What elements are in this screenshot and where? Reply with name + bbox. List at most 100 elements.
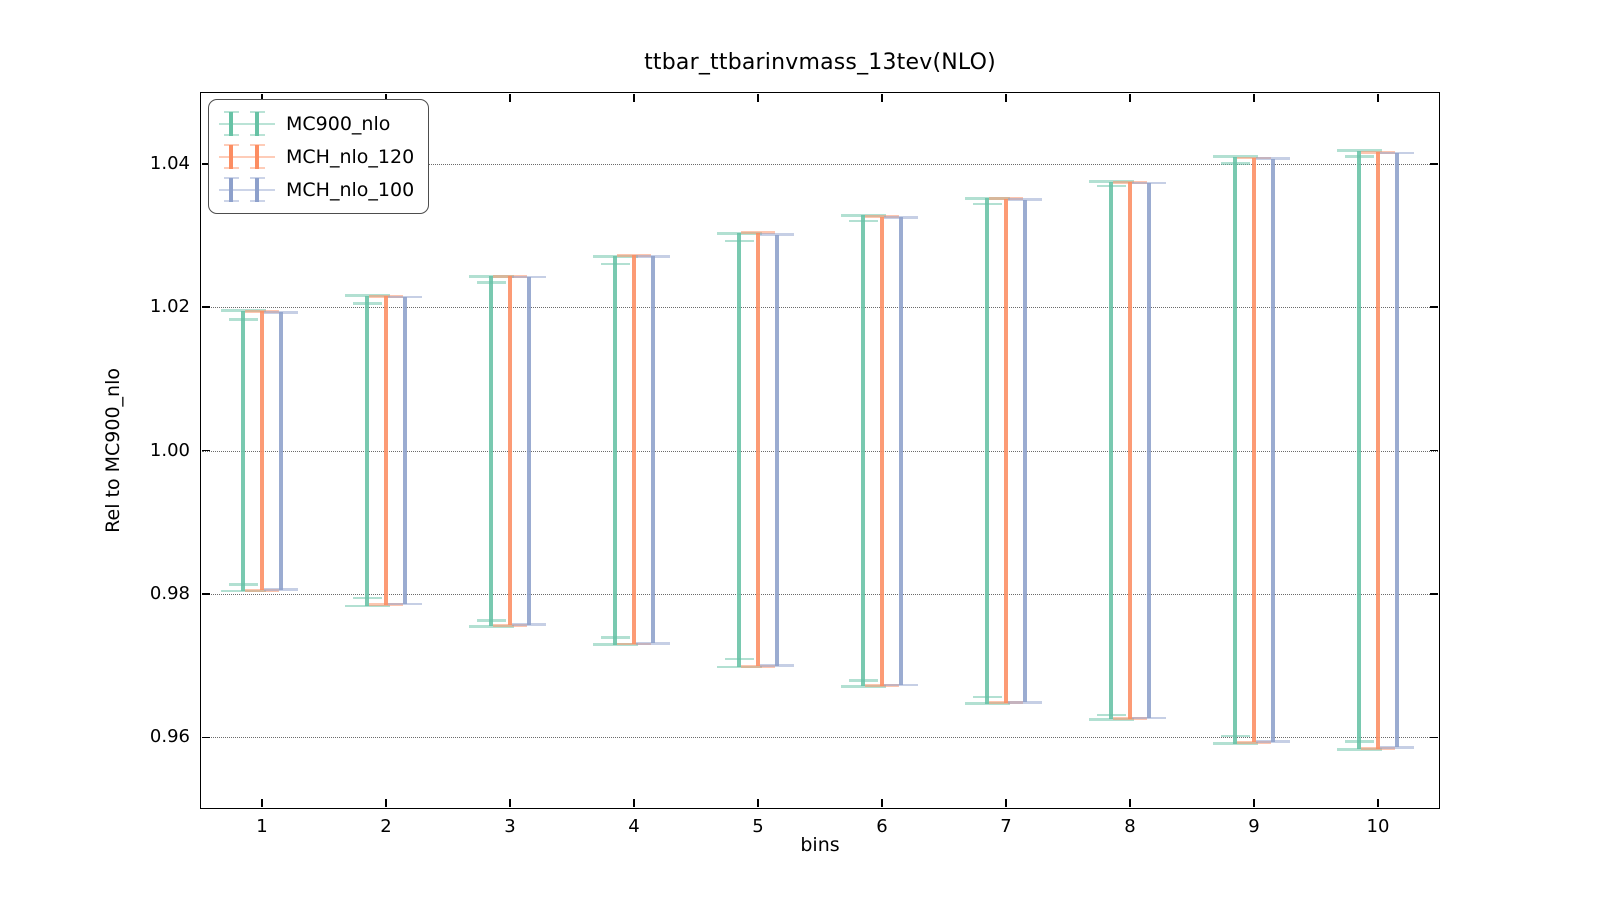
errorbar-cap-top-MCH_nlo_120-bin-5 [741,231,775,234]
errorbar-innercap-bottom-MC900_nlo-bin-4 [600,636,630,639]
errorbar-innercap-top-MC900_nlo-bin-9 [1220,162,1250,165]
legend-errorbar-icon-part [219,188,275,191]
errorbar-cap-bottom-MCH_nlo_100-bin-6 [884,683,918,687]
errorbar-line-MC900_nlo-bin-4 [613,256,617,645]
legend-errorbar-icon-part [229,144,233,169]
errorbar-cap-bottom-MCH_nlo_100-bin-8 [1132,716,1166,720]
errorbar-cap-top-MC900_nlo-bin-1 [220,309,266,313]
legend-row-MCH_nlo_120: MCH_nlo_120 [219,140,414,173]
errorbar-cap-bottom-MCH_nlo_100-bin-5 [760,664,794,667]
errorbar-cap-bottom-MC900_nlo-bin-5 [716,665,762,669]
errorbar-cap-top-MC900_nlo-bin-10 [1336,149,1382,153]
errorbar-cap-bottom-MC900_nlo-bin-2 [344,604,390,608]
y-tick-right [1430,306,1439,308]
errorbar-cap-bottom-MCH_nlo_120-bin-7 [989,701,1023,705]
errorbar-line-MCH_nlo_100-bin-10 [1395,152,1399,748]
x-tick-label: 3 [504,816,516,837]
errorbar-cap-bottom-MC900_nlo-bin-6 [840,684,886,688]
x-tick-label: 7 [1000,816,1012,837]
legend-errorbar-icon-part [223,176,239,179]
legend-errorbar-icon-part [219,122,275,125]
x-tick-label: 9 [1248,816,1260,837]
errorbar-line-MCH_nlo_120-bin-8 [1128,182,1132,719]
errorbar-line-MCH_nlo_120-bin-10 [1376,152,1380,749]
errorbar-cap-bottom-MC900_nlo-bin-9 [1212,742,1258,746]
errorbar-line-MCH_nlo_120-bin-6 [880,216,884,686]
x-tick-bottom [1005,799,1007,808]
errorbar-cap-bottom-MCH_nlo_100-bin-9 [1256,740,1290,743]
errorbar-cap-top-MC900_nlo-bin-9 [1212,155,1258,158]
x-axis-label: bins [800,834,840,856]
errorbar-line-MC900_nlo-bin-10 [1357,150,1361,750]
y-tick-left [201,306,210,308]
errorbar-line-MCH_nlo_120-bin-5 [756,232,760,667]
y-tick-label: 1.02 [149,296,190,318]
x-tick-label: 8 [1124,816,1136,837]
y-tick-right [1430,593,1439,595]
x-tick-label: 10 [1366,816,1390,837]
x-tick-top [1253,93,1255,102]
errorbar-cap-bottom-MC900_nlo-bin-3 [468,624,514,628]
x-tick-label: 5 [752,816,764,837]
errorbar-cap-top-MCH_nlo_100-bin-6 [884,216,918,219]
errorbar-line-MCH_nlo_100-bin-6 [899,217,903,685]
x-tick-top [633,93,635,102]
x-tick-top [509,93,511,102]
errorbar-line-MC900_nlo-bin-7 [985,198,989,704]
errorbar-cap-bottom-MCH_nlo_120-bin-5 [741,664,775,668]
errorbar-line-MCH_nlo_100-bin-1 [279,312,283,590]
legend-errorbar-icon-part [249,133,265,136]
errorbar-line-MCH_nlo_120-bin-2 [384,296,388,605]
errorbar-innercap-top-MC900_nlo-bin-10 [1344,155,1374,158]
legend-row-MCH_nlo_100: MCH_nlo_100 [219,173,414,206]
x-tick-top [1005,93,1007,102]
legend-label-MC900_nlo: MC900_nlo [286,112,391,135]
legend-errorbar-icon-part [249,143,265,146]
errorbar-line-MCH_nlo_100-bin-7 [1023,199,1027,703]
errorbar-innercap-bottom-MC900_nlo-bin-1 [228,583,258,586]
legend-errorbar-icon-part [249,166,265,169]
errorbar-innercap-bottom-MC900_nlo-bin-8 [1096,713,1126,717]
legend-row-MC900_nlo: MC900_nlo [219,107,414,140]
legend-errorbar-icon-part [255,177,259,202]
errorbar-line-MCH_nlo_120-bin-9 [1252,157,1256,743]
errorbar-line-MCH_nlo_120-bin-3 [508,276,512,626]
errorbar-cap-bottom-MCH_nlo_100-bin-2 [388,602,422,606]
errorbar-line-MCH_nlo_120-bin-4 [632,255,636,645]
y-tick-right [1430,449,1439,452]
legend-label-MCH_nlo_120: MCH_nlo_120 [286,145,415,168]
errorbar-line-MCH_nlo_100-bin-4 [651,256,655,644]
x-tick-top [1129,93,1131,102]
errorbar-line-MCH_nlo_120-bin-7 [1004,198,1008,703]
errorbar-innercap-top-MC900_nlo-bin-6 [848,219,878,223]
x-tick-bottom [633,799,635,808]
x-tick-bottom [1253,799,1255,808]
errorbar-cap-top-MC900_nlo-bin-5 [716,231,762,235]
gridline-y [202,593,1438,595]
errorbar-line-MC900_nlo-bin-2 [365,295,369,607]
errorbar-cap-bottom-MCH_nlo_120-bin-3 [493,624,527,627]
errorbar-cap-bottom-MCH_nlo_120-bin-8 [1113,717,1147,721]
errorbar-innercap-bottom-MC900_nlo-bin-3 [476,619,506,622]
x-tick-bottom [757,799,759,808]
errorbar-cap-bottom-MCH_nlo_120-bin-1 [245,588,279,592]
errorbar-cap-top-MCH_nlo_100-bin-1 [264,310,298,314]
plot-frame [200,92,1440,809]
gridline-y [202,737,1438,739]
errorbar-cap-top-MC900_nlo-bin-7 [964,196,1010,200]
errorbar-cap-top-MCH_nlo_120-bin-8 [1113,180,1147,184]
errorbar-line-MC900_nlo-bin-1 [241,310,245,592]
errorbar-innercap-top-MC900_nlo-bin-4 [600,262,630,266]
legend-errorbar-icon [219,143,275,170]
errorbar-cap-top-MCH_nlo_120-bin-7 [989,197,1023,201]
y-tick-left [201,736,210,739]
errorbar-innercap-bottom-MC900_nlo-bin-6 [848,679,878,682]
errorbar-cap-top-MCH_nlo_100-bin-7 [1008,198,1042,201]
x-tick-top [1377,93,1379,102]
errorbar-cap-top-MCH_nlo_100-bin-8 [1132,181,1166,185]
errorbar-innercap-bottom-MC900_nlo-bin-7 [972,695,1002,699]
errorbar-cap-top-MCH_nlo_120-bin-2 [369,294,403,298]
errorbar-cap-top-MCH_nlo_120-bin-4 [617,254,651,257]
errorbar-cap-top-MCH_nlo_100-bin-4 [636,254,670,258]
